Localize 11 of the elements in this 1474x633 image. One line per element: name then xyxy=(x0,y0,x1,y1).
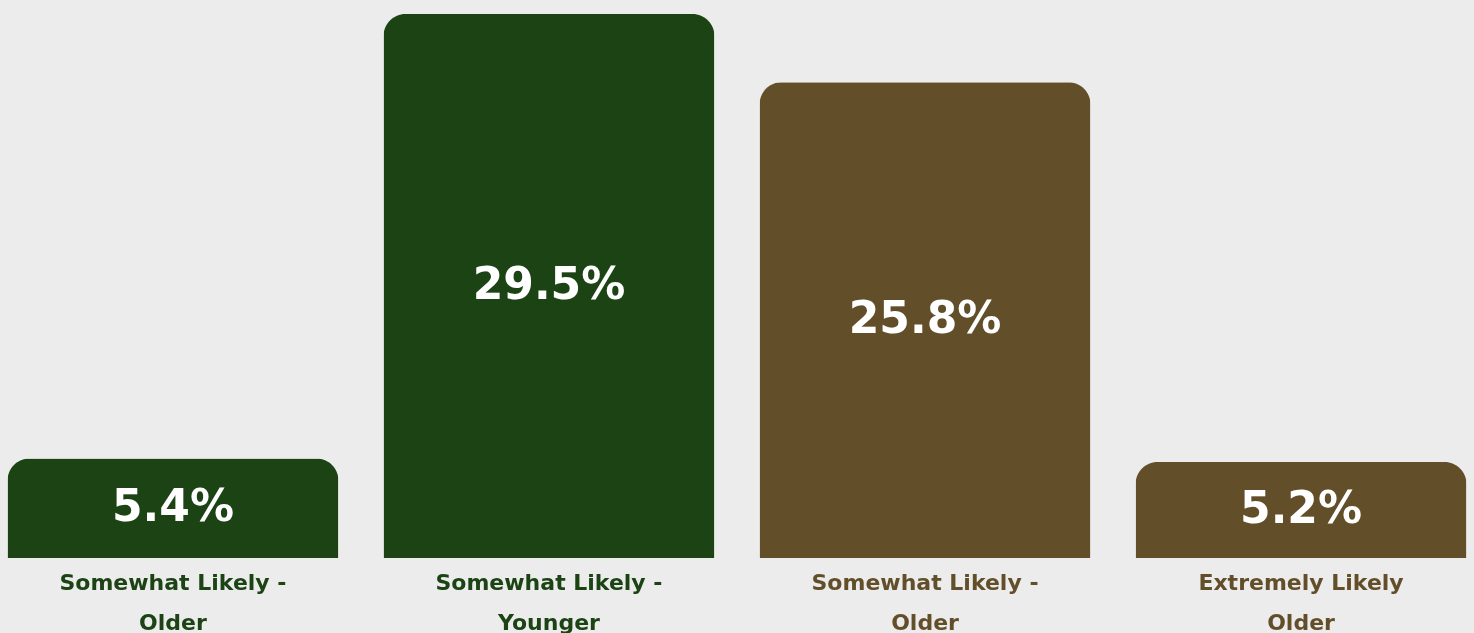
data-label: 5.4% xyxy=(111,480,234,532)
x-tick-label: Somewhat Likely - Older xyxy=(59,569,287,633)
x-tick-label: Extremely Likely Older xyxy=(1198,569,1404,633)
data-label: 25.8% xyxy=(848,292,1002,344)
bar xyxy=(7,458,339,558)
bar xyxy=(383,14,715,558)
data-label: 29.5% xyxy=(472,258,626,309)
bar xyxy=(759,82,1091,558)
bar xyxy=(1135,462,1467,558)
data-label: 5.2% xyxy=(1240,482,1363,534)
x-tick-label: Somewhat Likely - Older xyxy=(811,569,1039,633)
